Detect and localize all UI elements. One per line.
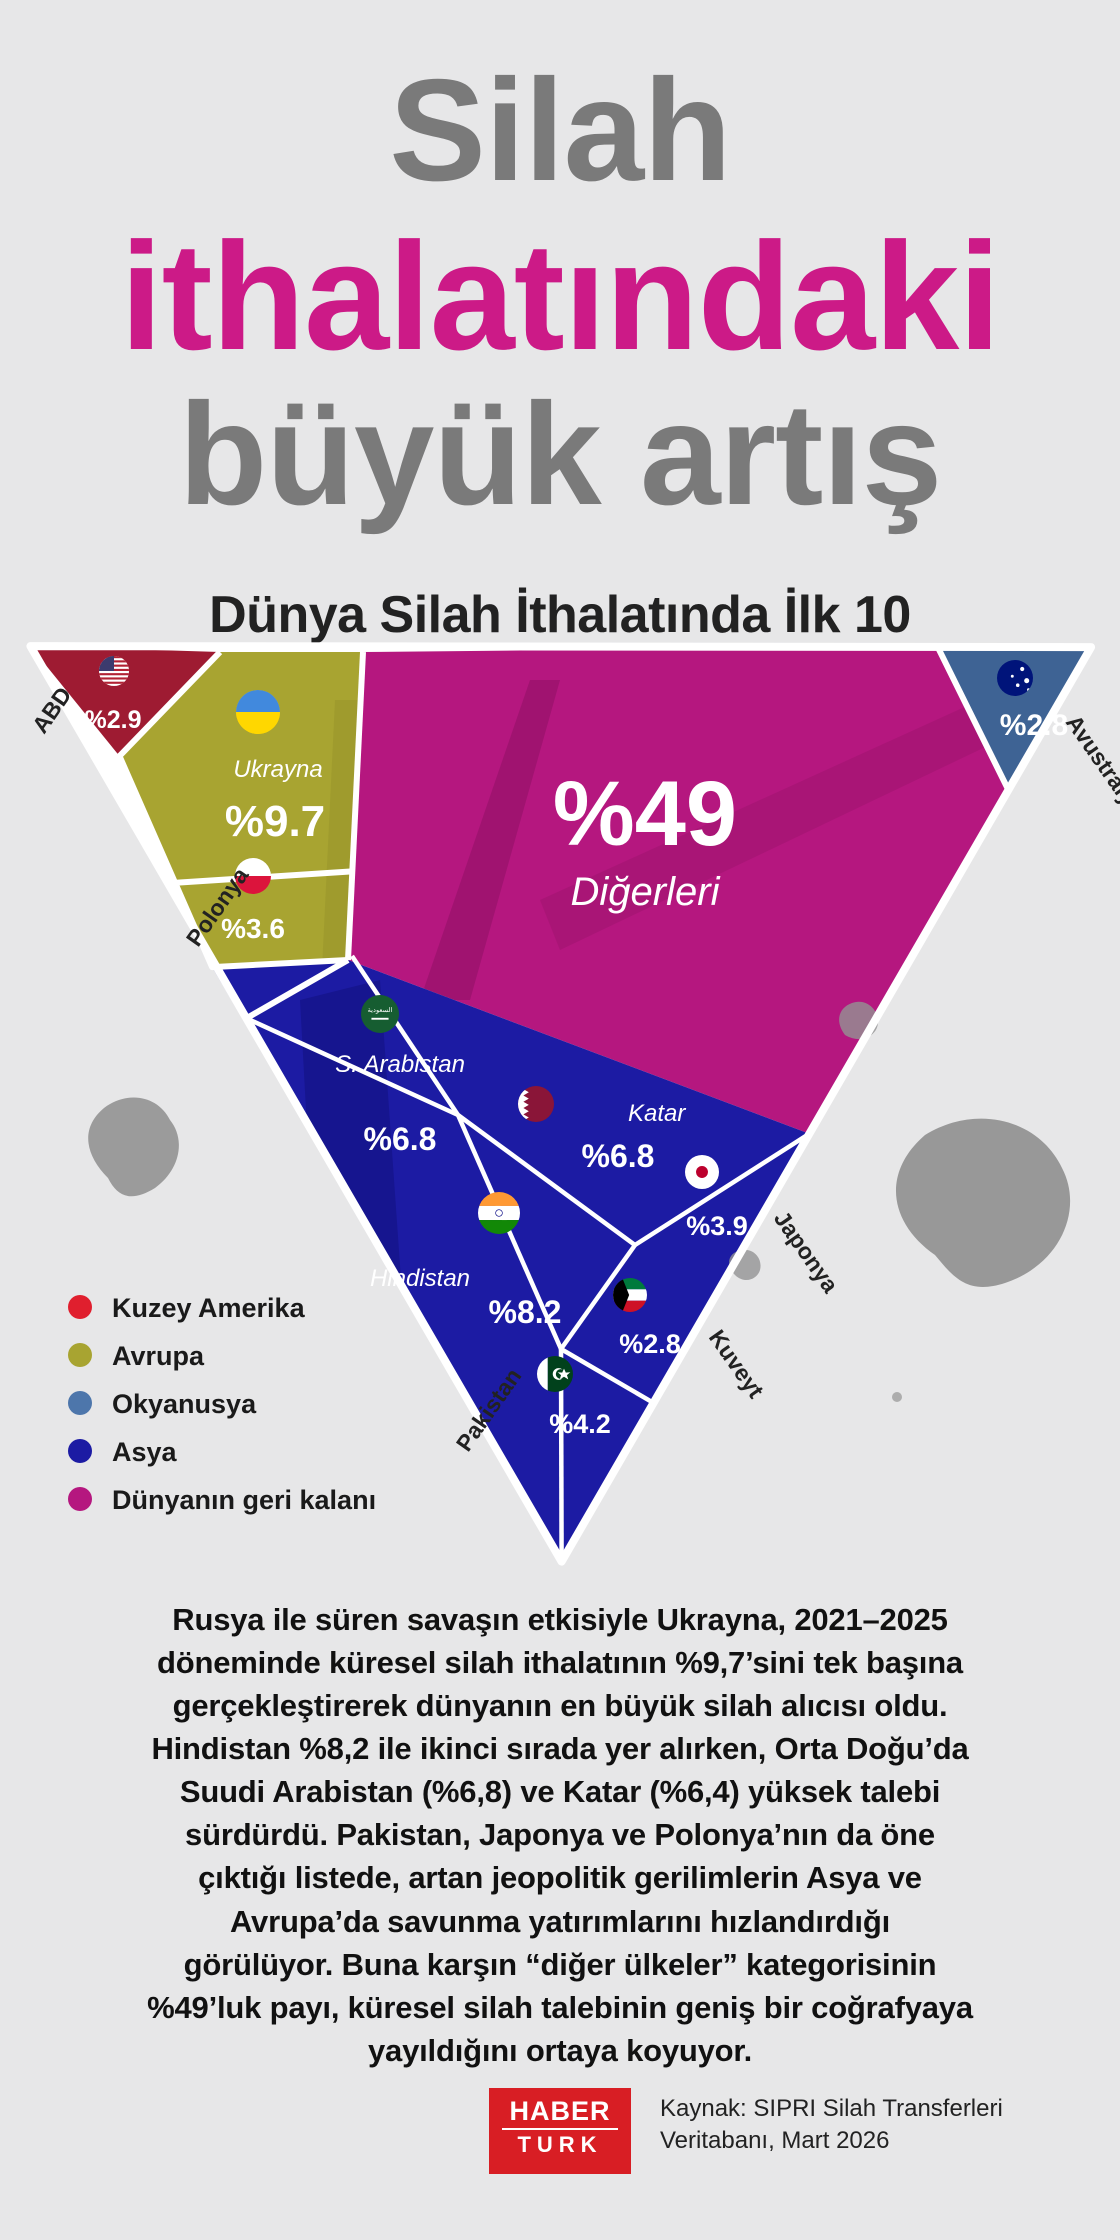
svg-text:%2.8: %2.8 bbox=[1000, 709, 1068, 742]
svg-text:%6.8: %6.8 bbox=[364, 1121, 437, 1157]
svg-text:%2.9: %2.9 bbox=[85, 706, 142, 734]
svg-text:Diğerleri: Diğerleri bbox=[571, 870, 721, 914]
svg-text:Ukrayna: Ukrayna bbox=[233, 756, 322, 783]
svg-text:%8.2: %8.2 bbox=[489, 1294, 562, 1330]
svg-text:Kuveyt: Kuveyt bbox=[704, 1325, 769, 1403]
svg-text:%4.2: %4.2 bbox=[549, 1409, 611, 1439]
svg-text:%3.9: %3.9 bbox=[686, 1211, 748, 1241]
svg-text:S. Arabistan: S. Arabistan bbox=[335, 1051, 465, 1078]
svg-text:%9.7: %9.7 bbox=[225, 797, 325, 846]
svg-text:Japonya: Japonya bbox=[769, 1206, 844, 1298]
svg-text:%6.8: %6.8 bbox=[582, 1138, 655, 1174]
svg-text:Avustralya: Avustralya bbox=[1061, 710, 1120, 821]
svg-text:%49: %49 bbox=[553, 763, 737, 865]
svg-text:%2.8: %2.8 bbox=[619, 1329, 681, 1359]
svg-text:Hindistan: Hindistan bbox=[370, 1265, 470, 1292]
svg-text:Katar: Katar bbox=[628, 1100, 686, 1127]
svg-text:%3.6: %3.6 bbox=[221, 913, 285, 944]
